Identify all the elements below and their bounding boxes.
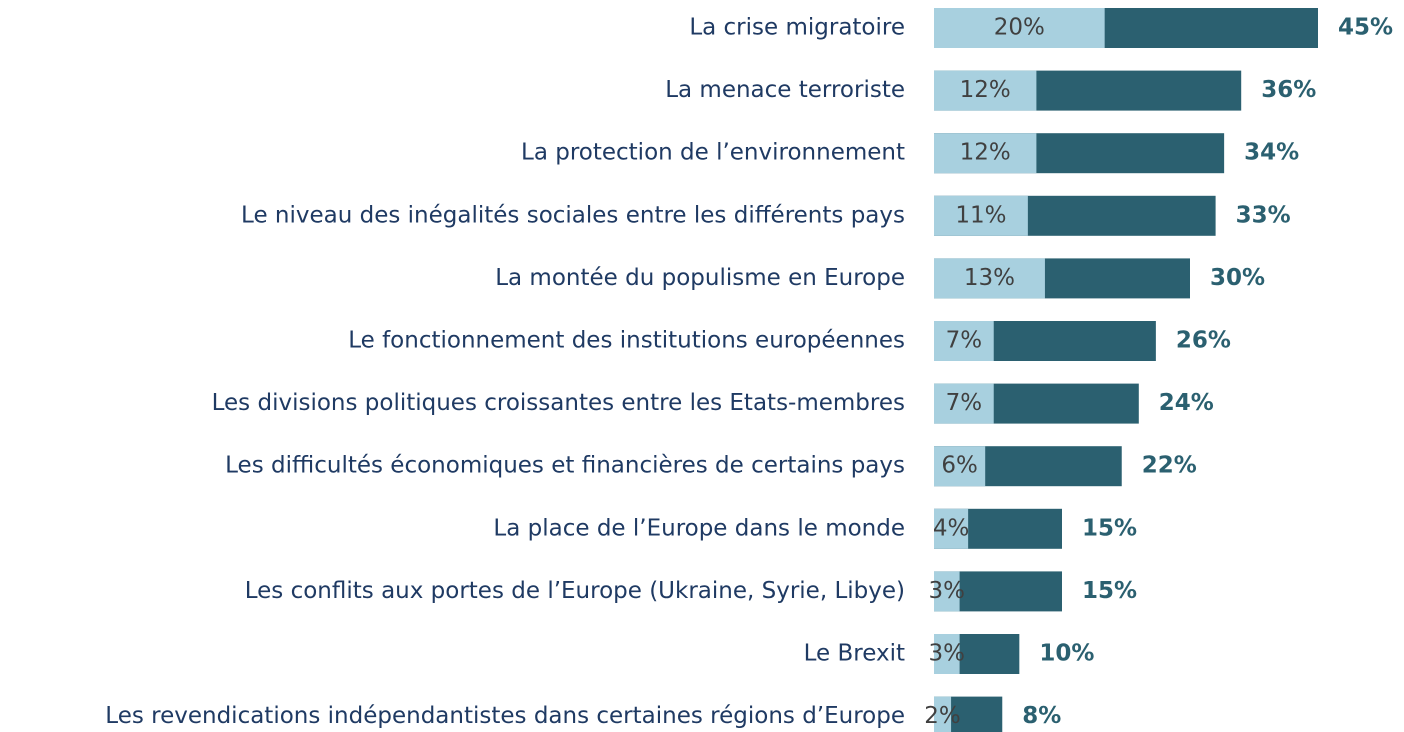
first-bar: [934, 383, 994, 424]
total-label: 33%: [1236, 202, 1291, 228]
total-label: 34%: [1244, 140, 1299, 166]
first-label: 6%: [941, 453, 978, 479]
total-label: 10%: [1039, 641, 1094, 667]
first-bar: [934, 508, 969, 549]
category-label: Les difficultés économiques et financièr…: [225, 453, 905, 479]
category-label: Le fonctionnement des institutions europ…: [348, 328, 905, 354]
first-bar: [934, 571, 960, 612]
first-label: 20%: [994, 15, 1045, 41]
category-label: La place de l’Europe dans le monde: [493, 515, 905, 541]
first-label: 7%: [946, 390, 983, 416]
first-bar: [934, 258, 1045, 299]
total-label: 30%: [1210, 265, 1265, 291]
total-label: 22%: [1142, 453, 1197, 479]
first-label: 4%: [933, 515, 970, 541]
category-label: Les revendications indépendantistes dans…: [105, 703, 905, 729]
first-label: 11%: [955, 202, 1006, 228]
category-label: La menace terroriste: [665, 77, 905, 103]
first-label: 12%: [960, 77, 1011, 103]
total-label: 15%: [1082, 515, 1137, 541]
first-bar: [934, 195, 1028, 236]
category-label: La montée du populisme en Europe: [495, 265, 905, 291]
category-label: La crise migratoire: [689, 15, 905, 41]
category-label: Les divisions politiques croissantes ent…: [212, 390, 905, 416]
first-bar: [934, 70, 1037, 111]
category-label: La protection de l’environnement: [521, 140, 905, 166]
first-label: 2%: [924, 703, 961, 729]
total-label: 24%: [1159, 390, 1214, 416]
first-label: 3%: [929, 641, 966, 667]
total-label: 8%: [1022, 703, 1061, 729]
first-bar: [934, 8, 1105, 48]
first-bar: [934, 133, 1037, 174]
category-label: Le niveau des inégalités sociales entre …: [241, 202, 905, 228]
total-label: 36%: [1261, 77, 1316, 103]
first-label: 13%: [964, 265, 1015, 291]
first-bar: [934, 321, 994, 361]
first-label: 12%: [960, 140, 1011, 166]
category-label: Le Brexit: [804, 641, 905, 667]
first-label: 7%: [946, 328, 983, 354]
first-bar: [934, 634, 960, 674]
first-label: 3%: [929, 578, 966, 604]
first-bar: [934, 446, 986, 487]
total-label: 26%: [1176, 328, 1231, 354]
total-label: 15%: [1082, 578, 1137, 604]
total-label: 45%: [1338, 15, 1393, 41]
first-bar: [934, 696, 952, 732]
category-label: Les conflits aux portes de l’Europe (Ukr…: [245, 578, 905, 604]
